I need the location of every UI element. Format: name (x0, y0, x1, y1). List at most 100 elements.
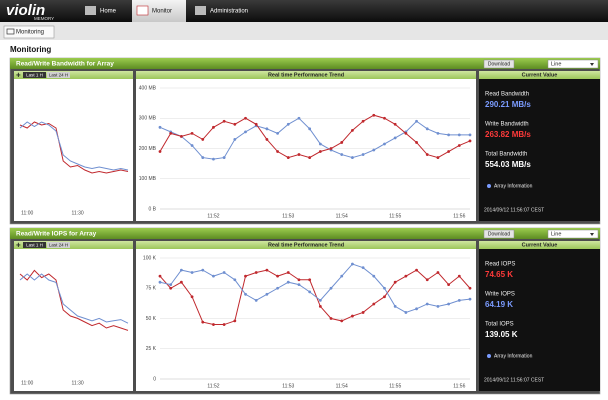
y-tick-label: 50 K (146, 316, 157, 322)
series-line (19, 269, 129, 331)
series-line (19, 121, 129, 174)
x-tick-label: 11:53 (282, 383, 294, 389)
point (468, 297, 472, 301)
expand-icon: + (16, 71, 21, 80)
array-info[interactable]: Array Information (494, 353, 533, 359)
chart-select[interactable] (547, 59, 599, 69)
select-arrow (590, 63, 594, 66)
point (340, 274, 344, 278)
point (244, 130, 247, 134)
point (265, 268, 269, 272)
tab-icon (85, 6, 96, 15)
panel-header (10, 228, 600, 239)
point (383, 295, 386, 299)
x-tick-label: 11:55 (389, 213, 401, 219)
point (383, 116, 386, 120)
series-line (159, 114, 471, 159)
tab-icon (136, 5, 149, 16)
chart-select[interactable] (547, 229, 599, 239)
x-tick-label: 11:54 (336, 213, 348, 219)
point (190, 295, 194, 299)
point (308, 290, 312, 294)
info-dot (487, 354, 491, 358)
point (233, 138, 237, 141)
point (276, 274, 279, 278)
point (351, 262, 354, 266)
point (340, 153, 344, 156)
point (286, 156, 290, 159)
point (308, 278, 312, 282)
point (457, 298, 461, 302)
logo: violin (6, 2, 45, 19)
range-button[interactable] (23, 72, 46, 78)
chart-select-value: Line (551, 62, 561, 68)
point (265, 127, 269, 131)
current-label: Read IOPS (485, 262, 515, 268)
point (436, 305, 440, 308)
x-tick-label: 11:00 (21, 210, 33, 216)
point (254, 271, 258, 274)
point (351, 128, 354, 132)
panel-title: Read/Write Bandwidth for Array (16, 61, 114, 68)
y-tick-label: 25 K (146, 346, 157, 352)
range-button[interactable] (23, 242, 46, 248)
point (436, 131, 440, 135)
point (308, 156, 312, 159)
point (393, 122, 397, 126)
point (212, 157, 215, 161)
point (383, 286, 386, 290)
point (393, 280, 397, 284)
monitoring-button[interactable] (3, 25, 55, 39)
x-tick-label: 11:54 (336, 383, 348, 389)
x-tick-label: 11:30 (72, 210, 84, 216)
nav-tab[interactable] (132, 0, 186, 22)
range-button[interactable] (47, 72, 70, 78)
series-line (19, 273, 129, 324)
point (297, 116, 301, 120)
trend-title: Real time Performance Trend (268, 73, 344, 79)
array-info[interactable]: Array Information (494, 183, 533, 189)
current-value: 290.21 MB/s (485, 100, 531, 109)
expand-icon: + (16, 241, 21, 250)
point (468, 133, 472, 137)
point (158, 150, 162, 153)
point (212, 323, 215, 326)
range-button[interactable] (47, 242, 70, 248)
point (393, 305, 397, 308)
point (468, 139, 472, 143)
point (244, 116, 247, 120)
point (457, 274, 461, 278)
download-button[interactable] (483, 59, 515, 69)
range-button-label: Last 24 H (49, 72, 68, 77)
point (222, 156, 226, 159)
point (308, 127, 312, 131)
point (286, 271, 290, 274)
panel-header (10, 58, 600, 69)
current-strip (479, 241, 600, 249)
point (351, 314, 354, 318)
point (222, 323, 226, 326)
series-line (159, 117, 470, 160)
point (179, 135, 183, 138)
point (297, 278, 301, 282)
trend-strip (136, 71, 476, 79)
point (329, 286, 333, 290)
point (169, 283, 173, 287)
timestamp: 2014/09/12 11:56:07 CEST (484, 377, 544, 383)
point (297, 283, 301, 287)
point (415, 307, 418, 311)
point (425, 153, 429, 156)
current-value: 64.19 K (485, 300, 513, 309)
page-heading: Monitoring (10, 45, 51, 54)
point (372, 113, 376, 117)
overview-strip (14, 71, 133, 79)
download-button[interactable] (483, 229, 515, 239)
point (276, 150, 279, 153)
point (265, 292, 269, 296)
point (201, 156, 205, 159)
y-tick-label: 300 MB (139, 116, 157, 122)
sub-nav (0, 22, 608, 40)
nav-tab-label: Administration (210, 9, 248, 15)
overview-box (14, 71, 133, 221)
point (158, 274, 162, 278)
